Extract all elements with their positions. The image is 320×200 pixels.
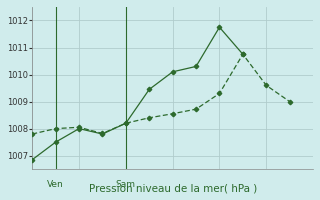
Text: Ven: Ven — [47, 180, 64, 189]
Text: Sam: Sam — [116, 180, 136, 189]
X-axis label: Pression niveau de la mer( hPa ): Pression niveau de la mer( hPa ) — [89, 183, 257, 193]
